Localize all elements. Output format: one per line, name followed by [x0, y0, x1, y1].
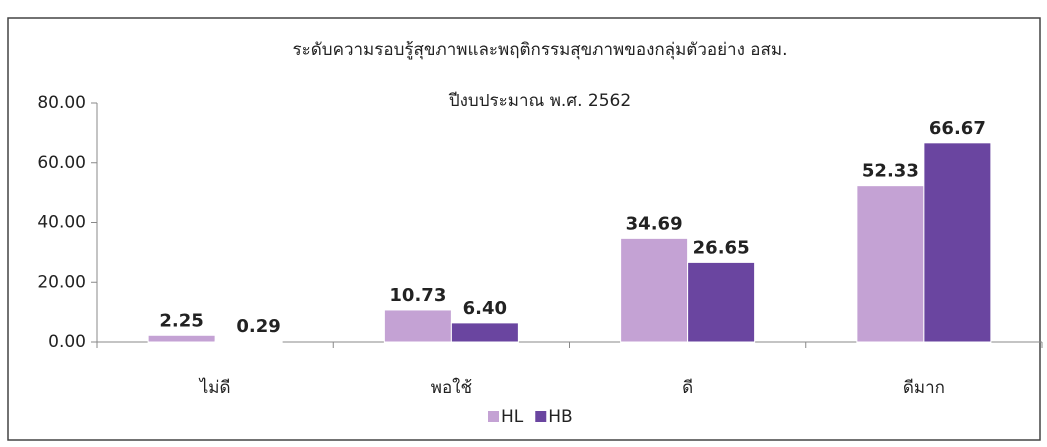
- bar: [687, 261, 756, 343]
- legend-label: HB: [548, 407, 572, 427]
- bar: [214, 340, 283, 343]
- chart-title: ระดับความรอบรู้สุขภาพและพฤติกรรมสุขภาพขอ…: [293, 40, 788, 60]
- bar: [147, 334, 216, 343]
- chart-subtitle: ปีงบประมาณ พ.ศ. 2562: [448, 91, 631, 111]
- y-tick-label: 0.00: [48, 332, 86, 352]
- y-tick-label: 40.00: [37, 213, 86, 233]
- value-label: 52.33: [862, 161, 919, 182]
- x-tick-label: พอใช้: [431, 377, 472, 398]
- y-tick-label: 60.00: [37, 153, 86, 173]
- legend-swatch: [535, 411, 547, 422]
- value-label: 2.25: [159, 310, 203, 331]
- x-tick-label: ดีมาก: [903, 378, 945, 398]
- legend-swatch: [488, 411, 499, 422]
- x-tick-label: ดี: [682, 378, 693, 398]
- bar: [923, 142, 992, 343]
- bar: [383, 309, 452, 343]
- value-label: 66.67: [929, 118, 986, 139]
- bar: [856, 185, 925, 343]
- y-tick-label: 20.00: [37, 272, 86, 292]
- x-tick-label: ไม่ดี: [198, 377, 231, 398]
- y-tick-label: 80.00: [37, 93, 86, 113]
- value-label: 0.29: [236, 316, 280, 337]
- value-label: 10.73: [389, 285, 446, 306]
- bar: [450, 322, 519, 343]
- value-label: 26.65: [693, 237, 750, 258]
- legend-label: HL: [501, 407, 524, 427]
- value-label: 6.40: [463, 298, 507, 319]
- bar: [620, 237, 689, 343]
- value-label: 34.69: [626, 213, 683, 234]
